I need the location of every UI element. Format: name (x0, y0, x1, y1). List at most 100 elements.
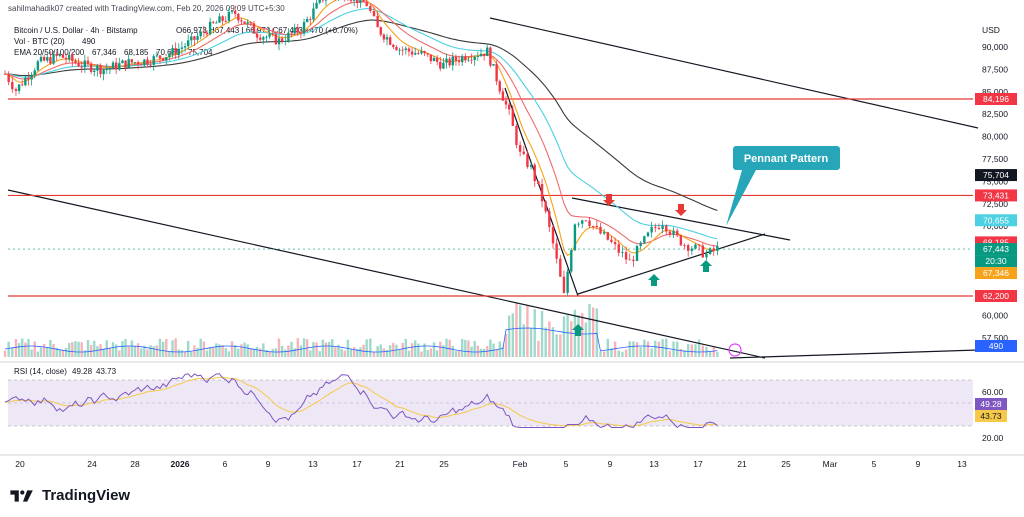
candle-body (64, 57, 68, 60)
volume-bar (398, 349, 401, 357)
price-tag-label: 73,431 (983, 190, 1009, 200)
volume-bar (309, 350, 312, 357)
volume-bar (108, 347, 112, 357)
candle-body (36, 61, 40, 71)
candle-body (451, 56, 454, 66)
candle-body (445, 58, 448, 63)
rsi-ma-line (4, 376, 718, 427)
arrow-down-icon (603, 194, 615, 206)
candle-body (423, 51, 426, 54)
tradingview-logo[interactable]: TradingView (10, 487, 130, 504)
volume-bar (265, 350, 268, 357)
candle-body (280, 38, 284, 42)
x-tick-label: 21 (395, 459, 405, 469)
rsi-tag: 49.28 (980, 399, 1002, 409)
x-tick-label: 28 (130, 459, 140, 469)
candle-body (208, 21, 212, 35)
volume-bar (654, 340, 657, 357)
candle-body (429, 54, 433, 62)
lower-extension-line (729, 349, 979, 359)
volume-bar (683, 349, 686, 357)
volume-bar (215, 343, 218, 357)
x-tick-label: 9 (608, 459, 613, 469)
candle-body (243, 21, 246, 24)
volume-bar (511, 313, 515, 357)
y-tick-label: 85,000 (982, 87, 1008, 97)
volume-bar (149, 345, 152, 357)
candle-body (14, 89, 18, 91)
volume-bar (507, 315, 511, 357)
candle-body (639, 242, 642, 247)
volume-bar (467, 340, 470, 357)
volume-bar (11, 348, 14, 357)
volume-bar (602, 351, 606, 357)
candle-body (584, 220, 588, 222)
candle-body (287, 32, 290, 42)
volume-bar (183, 351, 187, 357)
candle-body (591, 226, 595, 227)
volume-bar (71, 342, 74, 357)
candle-body (401, 49, 404, 51)
volume-bar (30, 349, 33, 357)
ema20-line (4, 0, 718, 257)
candle-body (224, 20, 227, 22)
volume-bar (77, 341, 80, 357)
volume-bar (365, 339, 368, 357)
candle-body (102, 70, 105, 75)
volume-bar (121, 341, 124, 357)
volume-bar (230, 341, 234, 357)
candle-body (77, 62, 80, 67)
candle-body (382, 34, 386, 40)
callout-layer: Pennant Pattern (726, 146, 840, 226)
volume-bar (321, 339, 325, 357)
volume-bar (199, 338, 202, 357)
candle-body (180, 47, 184, 49)
volume-bar (46, 347, 49, 357)
volume-bar (716, 351, 719, 357)
candle-body (602, 232, 606, 234)
volume-bar (240, 344, 243, 357)
candle-body (498, 81, 501, 92)
volume-bar (451, 345, 454, 357)
candle-body (414, 53, 417, 55)
y-tick-label: 60,000 (982, 311, 1008, 321)
volume-bar (318, 351, 321, 357)
volume-bar (127, 346, 130, 357)
candle-body (165, 57, 168, 61)
volume-tag-bg (975, 340, 1017, 352)
candle-body (212, 21, 215, 23)
candle-body (460, 56, 464, 63)
candle-body (398, 49, 401, 51)
candle-body (168, 54, 171, 58)
candle-body (551, 226, 555, 244)
volume-bar (679, 348, 683, 357)
candle-body (133, 62, 137, 63)
candle-body (171, 48, 174, 55)
rsi-level-60: 60.00 (982, 387, 1004, 397)
volume-bar (158, 338, 162, 357)
candle-body (324, 0, 328, 1)
volume-bar (414, 340, 417, 357)
candle-body (407, 48, 411, 52)
candle-body (562, 276, 566, 293)
volume-bar (356, 349, 359, 357)
volume-bar (562, 316, 566, 357)
candle-body (193, 36, 196, 40)
candle-body (511, 109, 515, 126)
volume-bar (522, 324, 525, 357)
candle-body (457, 60, 461, 63)
candle-body (149, 64, 152, 66)
candle-body (161, 58, 165, 61)
volume-bar (352, 347, 356, 357)
volume-bar (324, 342, 328, 357)
rsi-level-20: 20.00 (982, 433, 1004, 443)
volume-bar (476, 345, 480, 357)
volume-bar (479, 348, 483, 357)
volume-bar (52, 344, 55, 357)
callout-pointer (726, 170, 756, 226)
volume-bar (694, 344, 697, 357)
candle-body (646, 232, 650, 237)
volume-bar (165, 338, 168, 357)
candle-body (359, 0, 362, 3)
arrow-up-icon (648, 274, 660, 286)
